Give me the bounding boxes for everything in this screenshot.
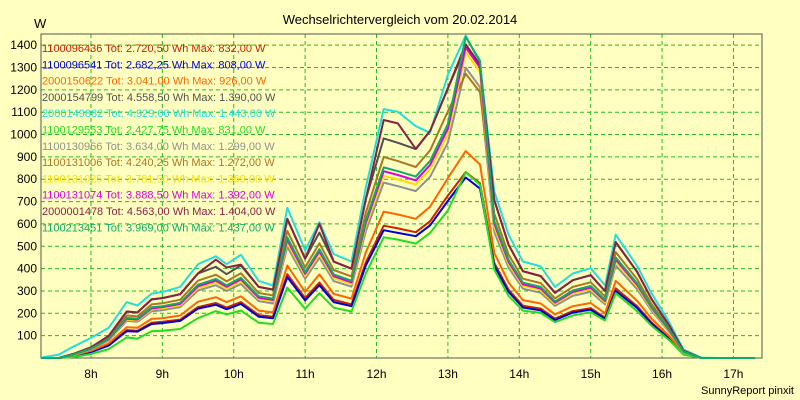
axis-ticks: 100 200 300 400 500 600 700 800 900 1000 1100 1200 1… bbox=[10, 38, 743, 381]
series-line-2000149882 bbox=[40, 34, 755, 359]
legend-entry-1100213451: 1100213451 Tot: 3.969,00 Wh Max: 1.437,0… bbox=[42, 222, 275, 234]
series-line-1100129553 bbox=[41, 171, 755, 359]
legend-entry-2000149882: 2000149882 Tot: 4.929,00 Wh Max: 1.443,0… bbox=[42, 108, 276, 120]
series-line-1100131025 bbox=[41, 51, 755, 359]
x-tick-label: 11h bbox=[296, 367, 315, 381]
legend-entry-1100129553: 1100129553 Tot: 2.427,75 Wh Max: 831,00 … bbox=[42, 125, 266, 137]
legend-entry-1100096436: 1100096436 Tot: 2.720,50 Wh Max: 832,00 … bbox=[42, 43, 266, 55]
y-tick-label: 400 bbox=[17, 262, 37, 276]
y-tick-label: 300 bbox=[17, 284, 37, 298]
legend: 1100096436 Tot: 2.720,50 Wh Max: 832,00 … bbox=[42, 43, 276, 234]
y-tick-label: 100 bbox=[17, 329, 37, 343]
legend-entry-1100131025: 1100131025 Tot: 3.781,50 Wh Max: 1.369,0… bbox=[42, 173, 275, 185]
legend-entry-1100131074: 1100131074 Tot: 3.888,50 Wh Max: 1.392,0… bbox=[42, 190, 275, 202]
y-tick-label: 600 bbox=[17, 217, 37, 231]
series-line-1100131006 bbox=[41, 72, 755, 359]
x-tick-label: 15h bbox=[581, 367, 601, 381]
series-line-1100130966 bbox=[41, 66, 755, 359]
legend-entry-2000001478: 2000001478 Tot: 4.563,00 Wh Max: 1.404,0… bbox=[42, 206, 276, 218]
x-tick-label: 8h bbox=[84, 367, 97, 381]
x-tick-label: 17h bbox=[723, 367, 743, 381]
legend-entry-1100130966: 1100130966 Tot: 3.634,00 Wh Max: 1.299,0… bbox=[42, 141, 275, 153]
chart-title: Wechselrichtervergleich vom 20.02.2014 bbox=[283, 12, 518, 27]
footer-credit: SunnyReport pinxit bbox=[701, 385, 794, 397]
legend-entry-2000154799: 2000154799 Tot: 4.558,50 Wh Max: 1.390,0… bbox=[42, 92, 276, 104]
series-line-2000150622 bbox=[41, 150, 755, 359]
y-tick-label: 800 bbox=[17, 172, 37, 186]
x-tick-label: 14h bbox=[509, 367, 529, 381]
y-tick-label: 1300 bbox=[10, 61, 37, 75]
series-lines bbox=[40, 34, 755, 359]
y-tick-label: 500 bbox=[17, 239, 37, 253]
y-tick-label: 700 bbox=[17, 195, 37, 209]
legend-entry-1100096541: 1100096541 Tot: 2.682,25 Wh Max: 808,00 … bbox=[42, 59, 266, 71]
series-line-1100096436 bbox=[41, 171, 755, 359]
series-line-1100213451 bbox=[41, 35, 755, 359]
x-tick-label: 16h bbox=[652, 367, 672, 381]
x-tick-label: 9h bbox=[156, 367, 169, 381]
x-tick-label: 10h bbox=[224, 367, 244, 381]
y-tick-label: 1200 bbox=[10, 83, 37, 97]
y-tick-label: 200 bbox=[17, 306, 37, 320]
series-line-2000001478 bbox=[41, 43, 755, 359]
legend-entry-1100131006: 1100131006 Tot: 4.240,25 Wh Max: 1.272,0… bbox=[42, 157, 275, 169]
legend-entry-2000150622: 2000150622 Tot: 3.041,00 Wh Max: 926,00 … bbox=[42, 76, 267, 88]
y-tick-label: 1100 bbox=[11, 105, 37, 119]
x-tick-label: 12h bbox=[366, 367, 386, 381]
y-tick-label: 900 bbox=[17, 150, 37, 164]
y-axis-unit-label: W bbox=[34, 16, 47, 31]
x-tick-label: 13h bbox=[438, 367, 458, 381]
series-line-1100096541 bbox=[41, 176, 755, 359]
y-tick-label: 1000 bbox=[10, 128, 37, 142]
plot-frame bbox=[40, 33, 763, 359]
y-tick-label: 1400 bbox=[10, 38, 37, 52]
